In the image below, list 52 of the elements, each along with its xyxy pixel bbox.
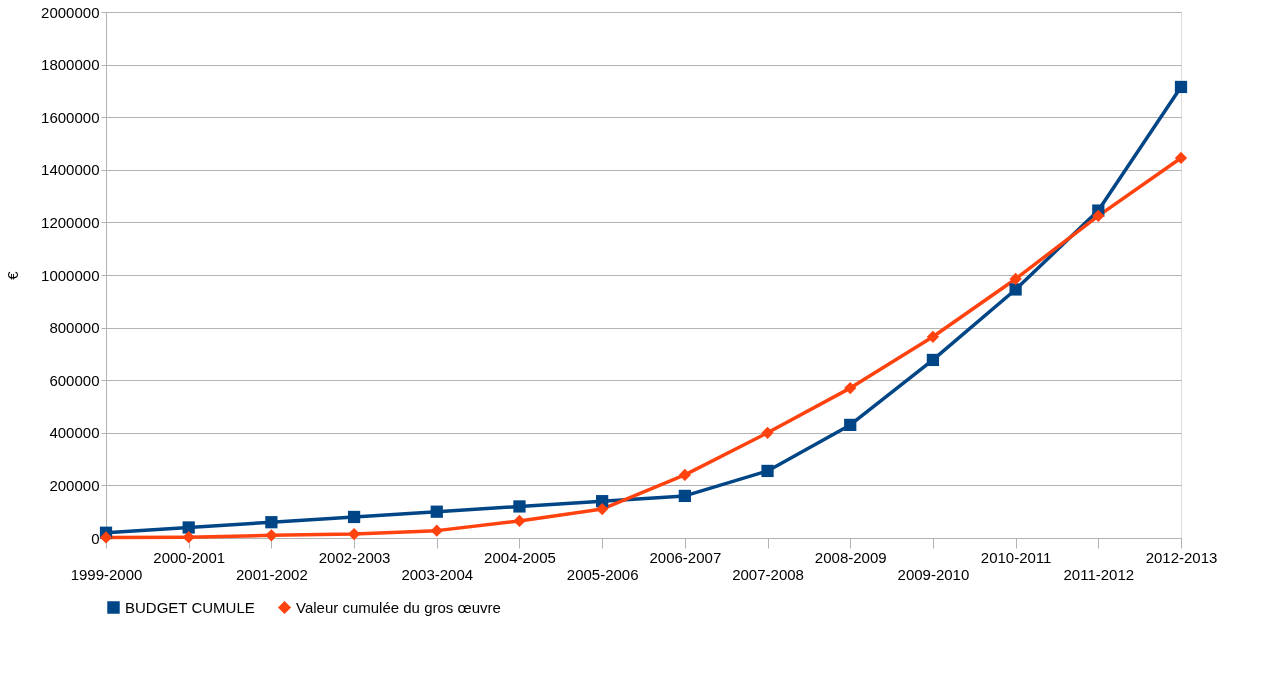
point xyxy=(265,529,278,542)
point xyxy=(1174,151,1188,165)
point xyxy=(1174,80,1188,94)
point xyxy=(678,468,691,481)
point xyxy=(513,514,526,528)
point xyxy=(430,524,443,537)
x-tick-label: 2004-2005 xyxy=(484,548,556,566)
point xyxy=(926,330,940,343)
point xyxy=(1009,272,1022,286)
x-tick-label: 2009-2010 xyxy=(897,565,970,583)
point xyxy=(513,500,526,513)
point xyxy=(844,381,857,395)
y-tick-label: 2000000 xyxy=(41,3,100,21)
legend-label: Valeur cumulée du gros œuvre xyxy=(296,598,501,616)
point xyxy=(347,510,361,524)
point xyxy=(430,505,443,518)
y-tick-label: 200000 xyxy=(49,476,100,494)
x-tick-label: 2006-2007 xyxy=(649,548,722,566)
x-tick-label: 2001-2002 xyxy=(236,565,308,583)
x-tick-label: 2007-2008 xyxy=(732,565,804,583)
point xyxy=(99,531,113,544)
x-tick-label: 2011-2012 xyxy=(1063,565,1135,583)
x-tick-label: 2012-2013 xyxy=(1145,548,1218,566)
point xyxy=(347,527,361,541)
y-tick-label: 1800000 xyxy=(41,56,100,74)
x-tick-label: 2010-2011 xyxy=(980,548,1052,566)
point xyxy=(678,489,691,503)
y-axis-title: € xyxy=(4,270,22,280)
point xyxy=(1092,209,1105,222)
point xyxy=(844,418,857,432)
x-tick-label: 2000-2001 xyxy=(153,548,226,566)
point xyxy=(265,516,278,529)
y-tick-label: 1000000 xyxy=(41,266,100,284)
x-tick-label: 2008-2009 xyxy=(814,548,887,566)
y-tick-label: 1200000 xyxy=(41,213,100,231)
y-tick-label: 600000 xyxy=(49,371,100,389)
y-tick-label: 800000 xyxy=(49,319,100,337)
point xyxy=(596,502,609,516)
x-tick-label: 2005-2006 xyxy=(566,565,639,583)
y-tick-label: 400000 xyxy=(49,424,100,442)
legend-label: BUDGET CUMULE xyxy=(125,598,255,616)
point xyxy=(1009,283,1022,296)
x-tick-label: 2002-2003 xyxy=(318,548,391,566)
point xyxy=(182,521,195,534)
x-tick-label: 1999-2000 xyxy=(70,565,143,583)
point xyxy=(761,426,774,439)
y-tick-label: 1600000 xyxy=(41,108,100,126)
y-tick-label: 1400000 xyxy=(41,161,100,179)
point xyxy=(926,353,940,367)
x-tick-label: 2003-2004 xyxy=(401,565,474,583)
y-tick-label: 0 xyxy=(91,529,100,547)
point xyxy=(761,464,774,478)
